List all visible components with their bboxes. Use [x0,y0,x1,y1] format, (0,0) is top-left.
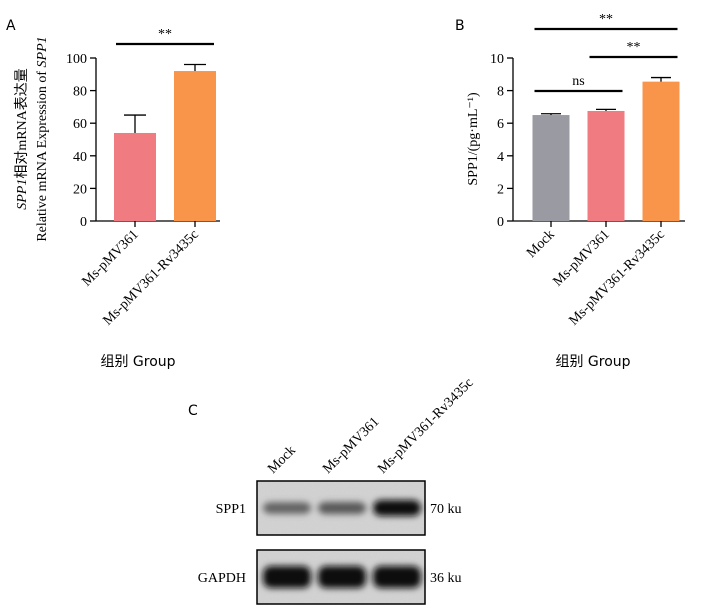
panel-b-ylabel: SPP1/(pg·mL⁻¹) [466,92,481,186]
y-tick-label: 20 [73,182,87,197]
panel-a-letter: A [6,18,16,34]
significance-label: ** [599,12,613,27]
panel-b-bars [532,76,680,221]
x-tick-label: Ms-pMV361-Rv3435c [566,227,667,328]
bar [532,115,570,221]
bar [587,110,625,221]
blot-bands [263,500,421,516]
panel-b-significance: ns ** ** [534,12,678,93]
blot-row: SPP1 70 ku [216,480,462,536]
y-tick-label: 40 [73,150,87,165]
ylabel-part: 相对mRNA表达量 [14,68,30,178]
panel-b: B SPP1/(pg·mL⁻¹) 0 2 4 6 8 10 MockMs-pMV361Ms… [455,12,685,370]
blot-bands [263,566,421,588]
y-tick-label: 100 [66,52,87,67]
y-tick-label: 6 [497,117,504,132]
blot-lane-label: Ms-pMV361-Rv3435c [375,375,476,476]
blot-band [263,502,311,514]
panel-c-letter: C [188,403,198,419]
y-tick-label: 4 [497,150,504,165]
x-tick-label: Ms-pMV361 [80,227,142,289]
panel-b-xlabel: 组别 Group [555,354,630,370]
significance-label: ** [158,27,172,42]
blot-band [263,566,311,588]
blot-row: GAPDH 36 ku [198,549,462,605]
blot-protein-label: SPP1 [216,502,246,517]
panel-a: A SPP1相对mRNA表达量 Relative mRNA Expression… [6,18,220,370]
significance-label: ns [572,74,584,89]
significance-label: ** [627,40,641,55]
panel-b-letter: B [455,18,465,34]
blot-band [318,566,366,588]
ylabel-part: Relative mRNA Expression of [35,67,50,241]
blot-protein-label: GAPDH [198,571,246,586]
blot-band [373,500,421,516]
blot-size-label: 70 ku [430,502,462,517]
y-tick-label: 60 [73,117,87,132]
y-tick-label: 0 [80,215,87,230]
blot-band [318,502,366,514]
panel-a-xlabel: 组别 Group [100,354,175,370]
y-tick-label: 8 [497,85,504,100]
blot-band [373,566,421,588]
blot-size-label: 36 ku [430,571,462,586]
ylabel-part: SPP1 [35,36,50,67]
y-tick-label: 80 [73,85,87,100]
y-tick-label: 2 [497,182,504,197]
y-tick-label: 0 [497,215,504,230]
bar [114,132,156,221]
blot-rows: SPP1 70 ku GAPDH 36 ku [198,480,462,605]
blot-lane-label: Ms-pMV361 [320,415,382,477]
x-tick-label: Mock [524,227,558,261]
panel-a-ylabel-line2: Relative mRNA Expression of SPP1 [35,36,50,241]
panel-a-axes: 0 20 40 60 80 100 [66,52,220,230]
bar [174,71,216,221]
bar [642,81,680,221]
y-tick-label: 10 [490,52,504,67]
panel-a-bars [114,63,216,221]
ylabel-part: SPP1 [15,179,30,210]
blot-lane-label: Mock [265,443,299,477]
panel-a-ylabel-line1: SPP1相对mRNA表达量 [14,68,30,210]
panel-a-significance: ** [116,27,214,46]
